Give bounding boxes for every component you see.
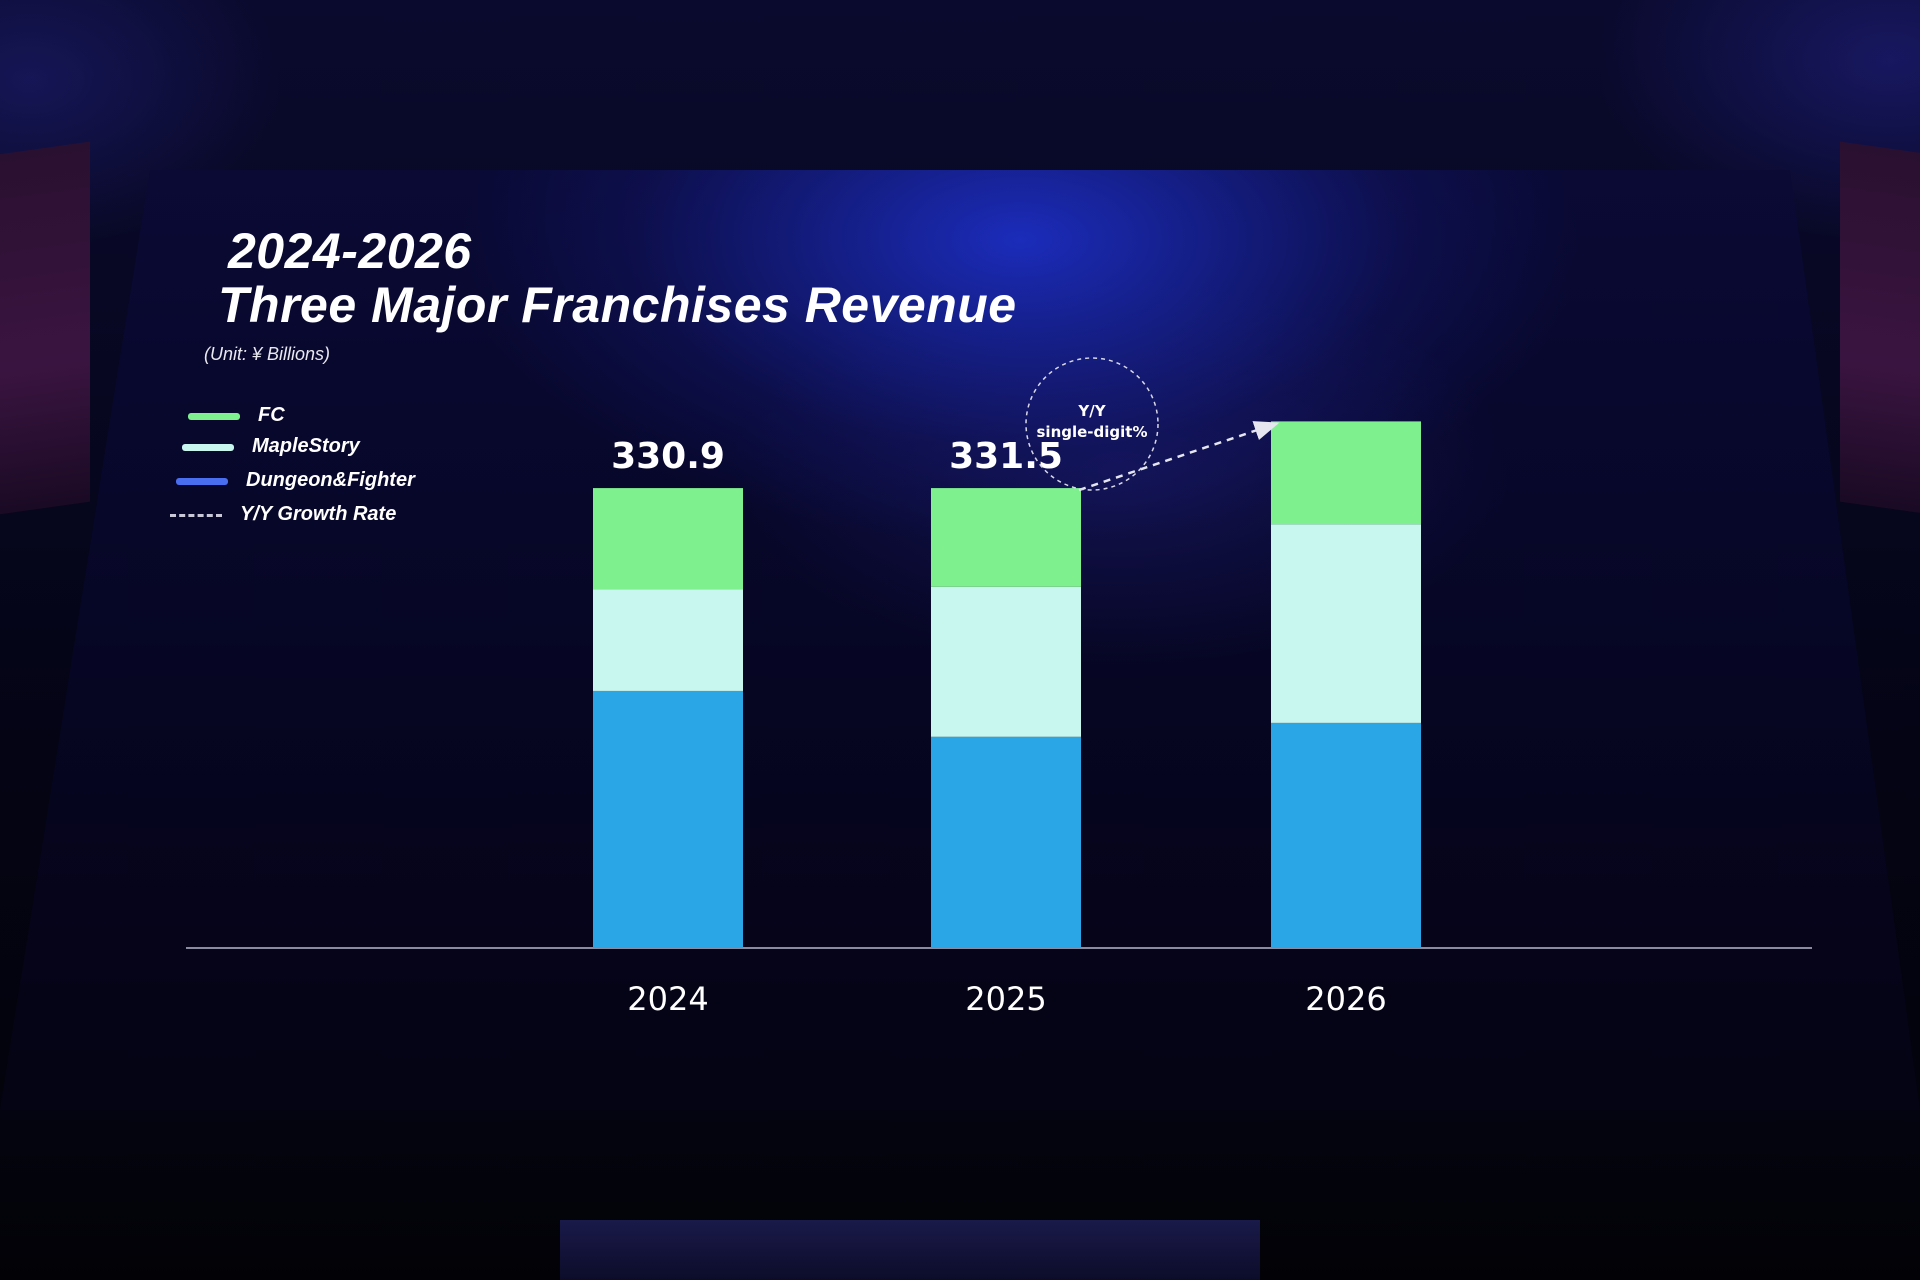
stage-lower-screen (560, 1220, 1260, 1280)
total-label-2025: 331.5 (949, 436, 1063, 477)
bar-fc-2024 (593, 488, 743, 590)
x-tick-label-2026: 2026 (1305, 980, 1386, 1018)
bar-fc-2026 (1271, 421, 1421, 525)
bar-labels: 2024 330.9 2025 331.5 2026 (611, 436, 1387, 1018)
bar-dungeon-fighter-2024 (593, 690, 743, 948)
annotation-circle (1025, 357, 1159, 491)
bar-maplestory-2025 (931, 586, 1081, 737)
bar-dungeon-fighter-2026 (1271, 722, 1421, 948)
legend-swatch-dungeon-fighter (176, 478, 228, 485)
slide-title: Three Major Franchises Revenue (218, 277, 1017, 333)
bar-maplestory-2026 (1271, 524, 1421, 723)
annotation-text-yy: Y/Y (1077, 402, 1106, 420)
annotation-text-single-digit: single-digit% (1037, 423, 1148, 441)
legend-label-dungeon-fighter: Dungeon&Fighter (246, 469, 415, 491)
unit-note: (Unit: ¥ Billions) (204, 344, 331, 364)
growth-rate-line (1078, 421, 1280, 492)
x-tick-label-2025: 2025 (965, 980, 1046, 1018)
legend-label-fc: FC (258, 404, 285, 426)
legend-label-maplestory: MapleStory (252, 435, 360, 457)
bar-stacks (593, 421, 1421, 948)
legend-dash-growth-rate (170, 514, 222, 517)
bar-fc-2025 (931, 488, 1081, 587)
slide-title-years: 2024-2026 (228, 223, 472, 279)
legend-swatch-maplestory (182, 444, 234, 451)
bar-dungeon-fighter-2025 (931, 736, 1081, 948)
total-label-2024: 330.9 (611, 436, 725, 477)
x-tick-label-2024: 2024 (627, 980, 708, 1018)
bar-maplestory-2024 (593, 589, 743, 691)
legend-swatch-fc (188, 413, 240, 420)
legend-label-growth-rate: Y/Y Growth Rate (240, 503, 397, 525)
